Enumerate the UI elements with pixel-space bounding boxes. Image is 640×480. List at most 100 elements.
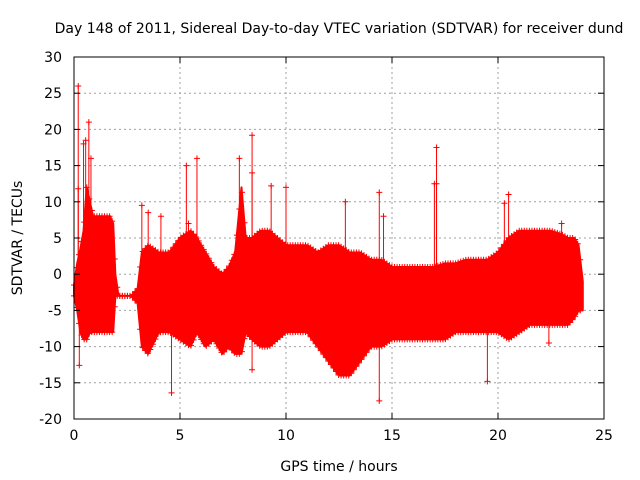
outlier-point bbox=[249, 366, 256, 373]
data-point bbox=[256, 342, 263, 349]
outlier-point bbox=[342, 198, 349, 205]
data-point bbox=[355, 359, 362, 366]
y-tick-label: -20 bbox=[39, 412, 62, 428]
data-point bbox=[200, 246, 207, 253]
data-point bbox=[203, 250, 210, 257]
data-point bbox=[221, 348, 228, 355]
data-point bbox=[330, 365, 337, 372]
data-point bbox=[137, 326, 144, 333]
data-point bbox=[567, 319, 574, 326]
data-point bbox=[460, 257, 467, 264]
data-point bbox=[205, 255, 212, 262]
data-point bbox=[193, 331, 200, 338]
data-point bbox=[366, 255, 373, 262]
data-point bbox=[353, 363, 360, 370]
data-point bbox=[325, 358, 332, 365]
data-point bbox=[134, 300, 141, 307]
outlier-point bbox=[484, 378, 491, 385]
data-point bbox=[310, 337, 317, 344]
data-point bbox=[175, 237, 182, 244]
data-point bbox=[111, 255, 118, 262]
data-point bbox=[228, 257, 235, 264]
data-point bbox=[320, 351, 327, 358]
outlier-point bbox=[380, 213, 387, 220]
data-point bbox=[577, 256, 584, 263]
outlier-point bbox=[82, 137, 89, 144]
x-tick-label: 20 bbox=[489, 428, 507, 444]
data-point bbox=[154, 248, 161, 255]
data-point bbox=[264, 343, 271, 350]
data-point bbox=[551, 229, 558, 236]
data-point bbox=[144, 350, 151, 357]
data-point bbox=[246, 333, 253, 340]
x-tick-label: 15 bbox=[383, 428, 401, 444]
outlier-point bbox=[545, 339, 552, 346]
data-point bbox=[322, 354, 329, 361]
outlier-point bbox=[183, 162, 190, 169]
data-point bbox=[335, 371, 342, 378]
data-point bbox=[195, 237, 202, 244]
outlier-points bbox=[75, 82, 569, 404]
outlier-point bbox=[501, 200, 508, 207]
data-point bbox=[137, 263, 144, 270]
data-point bbox=[216, 345, 223, 352]
y-tick-label: 30 bbox=[44, 50, 62, 66]
outlier-point bbox=[562, 318, 569, 325]
data-point bbox=[218, 270, 225, 277]
data-point bbox=[355, 249, 362, 256]
outlier-point bbox=[268, 182, 275, 189]
data-point bbox=[172, 240, 179, 247]
data-point bbox=[195, 332, 202, 339]
data-point bbox=[457, 258, 464, 265]
data-point bbox=[152, 336, 159, 343]
data-point bbox=[106, 213, 113, 220]
outlier-point bbox=[236, 155, 243, 162]
data-point bbox=[439, 261, 446, 268]
data-point bbox=[312, 248, 319, 255]
data-point bbox=[256, 228, 263, 235]
data-point bbox=[569, 316, 576, 323]
data-point bbox=[188, 342, 195, 349]
data-point bbox=[432, 263, 439, 270]
data-point bbox=[561, 233, 568, 240]
data-point bbox=[315, 344, 322, 351]
y-tick-label: -10 bbox=[39, 340, 62, 356]
data-point bbox=[282, 241, 289, 248]
data-point bbox=[81, 219, 88, 226]
data-point bbox=[226, 344, 233, 351]
y-tick-label: 0 bbox=[53, 267, 62, 283]
data-point bbox=[243, 330, 250, 337]
data-point bbox=[198, 336, 205, 343]
data-point bbox=[190, 231, 197, 238]
data-point bbox=[577, 307, 584, 314]
data-point bbox=[350, 366, 357, 373]
outlier-point bbox=[193, 155, 200, 162]
data-point bbox=[302, 329, 309, 336]
x-tick-label: 25 bbox=[595, 428, 613, 444]
outlier-point bbox=[283, 184, 289, 191]
data-point bbox=[503, 334, 510, 341]
data-point bbox=[317, 347, 324, 354]
data-point bbox=[88, 207, 95, 214]
data-point bbox=[572, 313, 579, 320]
outlier-point bbox=[249, 169, 256, 176]
data-point bbox=[361, 352, 368, 359]
outlier-point bbox=[431, 180, 438, 187]
data-point bbox=[165, 329, 172, 336]
data-point bbox=[348, 370, 355, 377]
data-point bbox=[78, 238, 85, 245]
data-point bbox=[210, 336, 217, 343]
y-tick-label: 25 bbox=[44, 86, 62, 102]
outlier-point bbox=[76, 362, 83, 369]
chart-title: Day 148 of 2011, Sidereal Day-to-day VTE… bbox=[55, 21, 624, 37]
data-point bbox=[345, 248, 352, 255]
outlier-point bbox=[558, 220, 565, 227]
data-point bbox=[307, 333, 314, 340]
data-point bbox=[226, 262, 233, 269]
data-point bbox=[549, 228, 556, 235]
x-axis-label: GPS time / hours bbox=[280, 459, 397, 475]
data-point bbox=[233, 232, 240, 239]
data-point bbox=[86, 330, 93, 337]
